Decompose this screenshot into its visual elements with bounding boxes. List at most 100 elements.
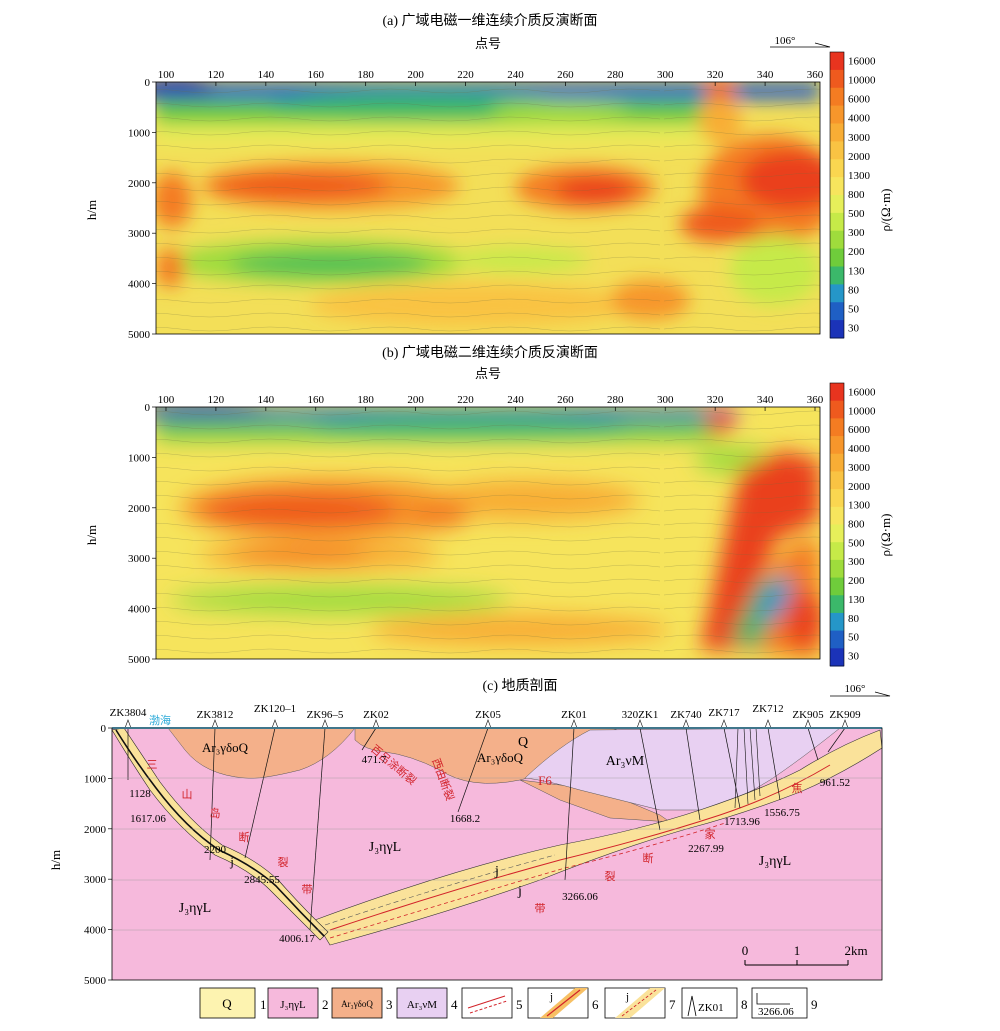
x-tick-label: 200 — [407, 69, 424, 81]
colorbar-segment — [830, 105, 844, 124]
panel-a-colorbar-label: ρ/(Ω·m) — [878, 189, 893, 232]
colorbar-segment — [830, 630, 844, 649]
colorbar-tick-label: 800 — [848, 189, 865, 201]
legend-fault-dashed — [469, 1000, 508, 1014]
colorbar-segment — [830, 52, 844, 71]
colorbar-tick-label: 4000 — [848, 113, 871, 125]
borehole-marker-icon — [841, 719, 849, 729]
panel-a-frame — [155, 81, 821, 335]
x-tick-label: 340 — [757, 394, 774, 406]
borehole-label: ZK717 — [708, 707, 740, 719]
colorbar-frame — [829, 51, 845, 339]
colorbar-segment — [830, 320, 844, 339]
colorbar-segment — [830, 87, 844, 107]
panel-a-resistivity-image — [156, 82, 820, 334]
borehole-marker-icon — [764, 719, 772, 729]
panel-a-colorbar: 16000 10000 6000 4000 3000 2000 1300 800 500 300 2… — [829, 51, 876, 339]
fault-char-right: 家 — [705, 827, 716, 841]
x-tick-label: 120 — [208, 69, 225, 81]
scale-tick-1: 1 — [794, 943, 801, 958]
panel-b-frame — [155, 406, 821, 660]
depth-value-label: 1128 — [129, 788, 151, 800]
y-tick-label: 2000 — [128, 178, 151, 190]
x-tick-label: 320 — [707, 69, 724, 81]
colorbar-segment — [830, 123, 844, 142]
borehole-label: ZK05 — [475, 709, 501, 721]
borehole-marker-icon — [682, 719, 690, 729]
panel-b-x-axis: 100 120 140 160 180 200 220 240 260 280 300 320 340 3… — [158, 394, 824, 411]
depth-value-label: 1713.96 — [724, 816, 760, 828]
colorbar-segment — [830, 559, 844, 579]
x-tick-label: 220 — [457, 69, 474, 81]
x-tick-label: 120 — [208, 394, 225, 406]
j3-label-center: J₃ηγL — [369, 840, 401, 855]
legend-alteration-band-b — [615, 988, 665, 1018]
colorbar-tick-label: 2000 — [848, 151, 871, 163]
colorbar-segment — [830, 595, 844, 614]
x-tick-label: 280 — [607, 394, 624, 406]
borehole-trace — [244, 727, 276, 859]
borehole-marker-icon — [211, 719, 219, 729]
x-tick-label: 280 — [607, 69, 624, 81]
legend-num-7: 7 — [669, 997, 676, 1012]
fault-secondary-line — [329, 822, 726, 939]
borehole-label: ZK909 — [829, 709, 861, 721]
x-tick-label: 200 — [407, 394, 424, 406]
depth-value-label: 2845.55 — [244, 874, 280, 886]
fault-char-right: 带 — [535, 902, 546, 915]
colorbar-tick-label: 6000 — [848, 424, 871, 436]
panel-c-orientation-arrow-icon — [830, 691, 891, 697]
colorbar-tick-label: 10000 — [848, 405, 876, 417]
y-tick-label: 4000 — [128, 279, 151, 291]
x-tick-label: 260 — [557, 69, 574, 81]
colorbar-segment — [830, 212, 844, 232]
x-tick-label: 360 — [807, 394, 824, 406]
borehole-marker-icon — [124, 719, 132, 729]
x-tick-label: 240 — [507, 69, 524, 81]
borehole-trace — [827, 727, 846, 753]
colorbar-tick-label: 4000 — [848, 443, 871, 455]
panel-b-ylabel: h/m — [84, 525, 99, 545]
colorbar-segment — [830, 489, 844, 508]
borehole-label: ZK3804 — [110, 707, 147, 719]
colorbar-segment — [830, 436, 844, 455]
borehole-depth-labels: 1128 1617.06 2200 2845.55 4006.17 471.7 1668.2… — [129, 754, 850, 945]
panel-b-resistivity-image — [156, 407, 820, 659]
colorbar-tick-label: 30 — [848, 322, 860, 334]
j3-label-left: J₃ηγL — [179, 901, 211, 916]
legend-symbol-j-b: j — [625, 991, 629, 1003]
x-tick-label: 180 — [357, 69, 374, 81]
fault-dashed-boundary — [324, 854, 556, 926]
borehole-label: ZK02 — [363, 709, 389, 721]
legend-swatch-q — [199, 987, 256, 1019]
colorbar-segment — [830, 248, 844, 267]
colorbar-segment — [830, 195, 844, 214]
depth-tick-label: 2000 — [84, 824, 107, 836]
legend-swatch-j3 — [267, 987, 319, 1019]
panel-c-frame — [111, 727, 883, 981]
fault-char-left: 带 — [302, 883, 313, 896]
bohai-label: 渤海 — [149, 713, 171, 727]
borehole-label: ZK96–5 — [307, 709, 344, 721]
colorbar-tick-label: 130 — [848, 265, 865, 277]
colorbar-tick-label: 1300 — [848, 170, 871, 182]
depth-tick-label: 3000 — [84, 874, 107, 886]
y-tick-label: 1000 — [128, 452, 151, 464]
borehole-trace — [457, 727, 489, 813]
borehole-marker-icon — [271, 719, 279, 729]
borehole-label: ZK01 — [561, 709, 587, 721]
colorbar-tick-label: 3000 — [848, 462, 871, 474]
x-tick-label: 260 — [557, 394, 574, 406]
colorbar-segment — [830, 141, 844, 160]
colorbar-tick-label: 130 — [848, 594, 865, 606]
y-tick-label: 5000 — [128, 329, 151, 341]
y-tick-label: 0 — [145, 402, 151, 414]
panel-a-orientation: 106° — [775, 35, 796, 47]
x-tick-label: 220 — [457, 394, 474, 406]
fault-char-left: 裂 — [278, 856, 289, 869]
q-label: Q — [518, 735, 528, 750]
y-tick-label: 1000 — [128, 127, 151, 139]
x-tick-label: 300 — [657, 69, 674, 81]
legend-num-1: 1 — [260, 997, 267, 1012]
